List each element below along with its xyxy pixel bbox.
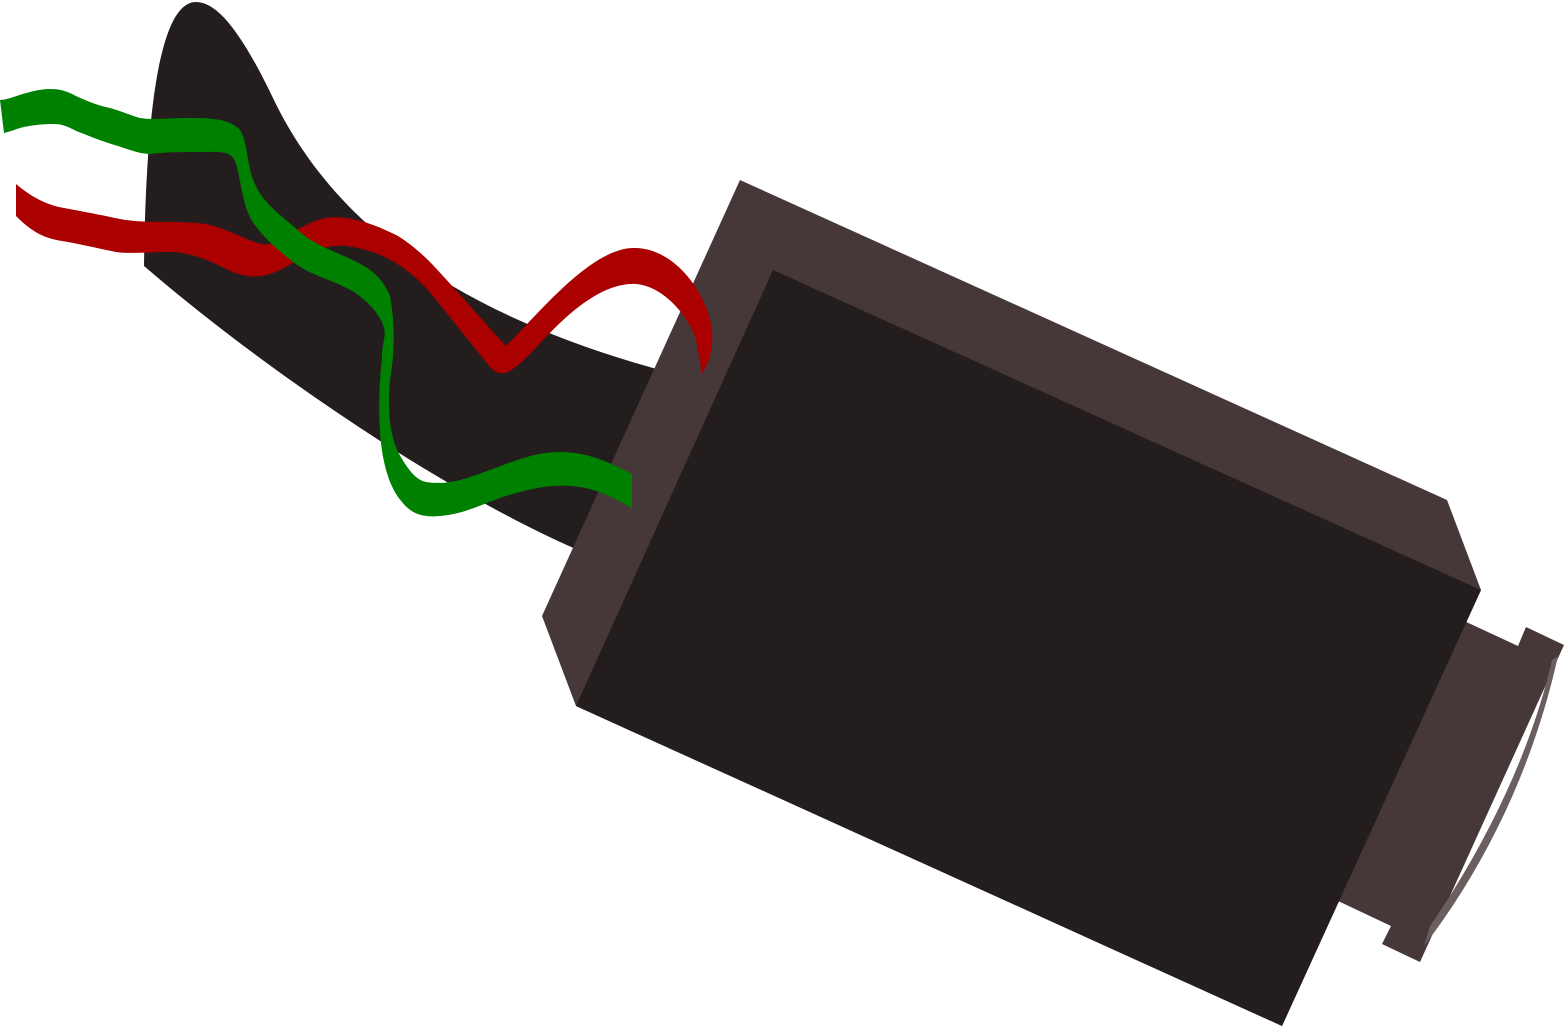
connector-housing-face bbox=[576, 270, 1481, 1026]
connector-end-cap bbox=[1336, 620, 1564, 962]
connector-end-cap-highlight bbox=[1424, 656, 1558, 946]
green-wire bbox=[0, 89, 632, 517]
red-wire bbox=[16, 184, 713, 374]
cable-tail bbox=[144, 2, 660, 550]
